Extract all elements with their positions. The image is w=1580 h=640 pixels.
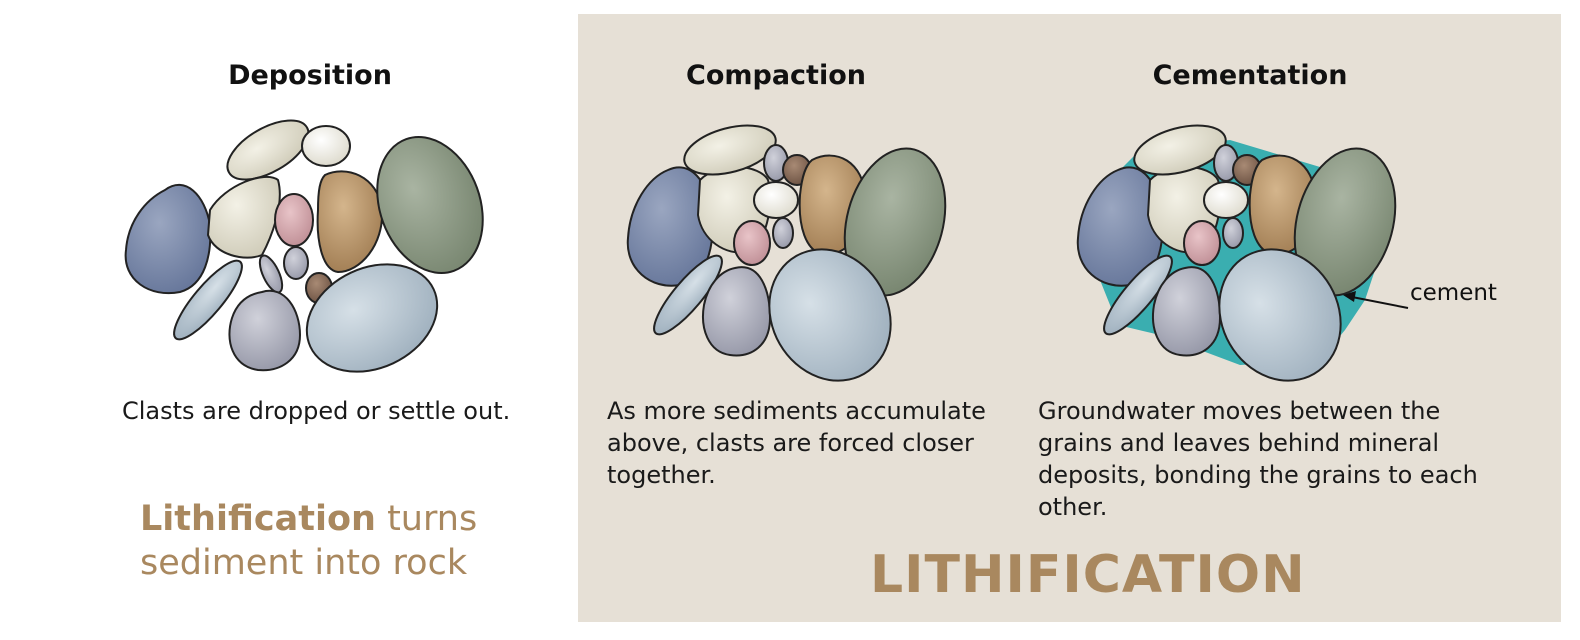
clast-pink — [1183, 220, 1221, 266]
clast-grey-round — [1152, 266, 1222, 357]
clast-pink — [733, 220, 771, 266]
cementation-title: Cementation — [1152, 60, 1348, 91]
clast-cream-flat — [683, 124, 777, 176]
cementation-caption: Groundwater moves between the grains and… — [1038, 397, 1478, 521]
compaction-title: Compaction — [686, 60, 866, 91]
clast-cream — [206, 175, 281, 259]
cement-arrow-line — [1351, 296, 1409, 309]
clast-pink — [274, 193, 314, 247]
cement-label: cement — [1410, 280, 1497, 306]
tagline: Lithification turns sediment into rock — [140, 497, 520, 585]
clast-lightblue-large — [1218, 248, 1342, 382]
tagline-rest: turns sediment into rock — [140, 499, 478, 583]
deposition-caption: Clasts are dropped or settle out. — [122, 397, 511, 425]
compaction-caption: As more sediments accumulate above, clas… — [607, 397, 986, 489]
tagline-bold: Lithification — [140, 499, 376, 539]
clast-grey-small — [283, 246, 309, 280]
deposition-title: Deposition — [228, 60, 392, 91]
clast-elongate — [1103, 254, 1173, 336]
clast-cream-flat — [1133, 124, 1227, 176]
clast-cream-flat — [226, 119, 310, 181]
clast-tan — [316, 170, 384, 274]
cement-arrow-head — [1343, 291, 1356, 302]
clast-grey-small — [772, 217, 794, 249]
clast-grey-small — [1222, 217, 1244, 249]
clast-grey-round — [702, 266, 772, 357]
clast-elongate — [173, 259, 243, 341]
clast-green — [376, 136, 484, 274]
clast-blue — [124, 184, 212, 295]
clast-white — [301, 125, 351, 167]
cementation-clasts — [1076, 124, 1397, 382]
clast-white — [753, 181, 799, 219]
clast-white — [1203, 181, 1249, 219]
clast-grey-round — [228, 289, 302, 372]
clast-grey-sliver — [258, 254, 284, 294]
compaction-clasts — [626, 124, 947, 382]
clast-lightblue-large — [305, 263, 439, 373]
deposition-clasts — [124, 119, 484, 373]
clast-elongate — [653, 254, 723, 336]
lithification-label: LITHIFICATION — [870, 545, 1306, 605]
clast-lightblue-large — [768, 248, 892, 382]
